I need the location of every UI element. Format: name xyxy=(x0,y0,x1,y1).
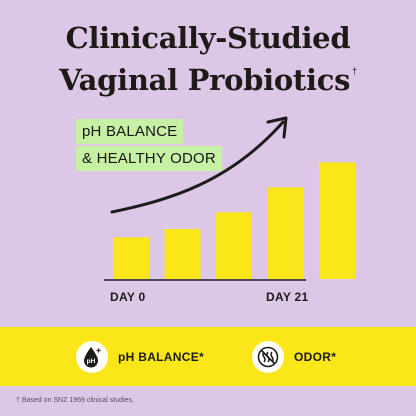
bar-2 xyxy=(164,229,201,279)
headline-line-2: Vaginal Probiotics † xyxy=(0,55,416,97)
svg-text:pH: pH xyxy=(87,358,96,365)
growth-chart xyxy=(104,116,355,281)
benefit-ph-balance: pH pH BALANCE* xyxy=(76,340,204,374)
trend-arrow-line xyxy=(110,120,285,214)
headline-line-2-text: Vaginal Probiotics xyxy=(59,63,351,97)
benefit-label: pH BALANCE* xyxy=(118,350,204,364)
footnote: † Based on SNZ 1969 clinical studies. xyxy=(16,397,134,404)
benefit-odor: ODOR* xyxy=(252,340,336,374)
callout-ph-balance: pH BALANCE xyxy=(76,119,184,144)
dagger-mark: † xyxy=(352,66,357,76)
headline-line-1: Clinically-Studied xyxy=(65,21,351,55)
benefit-label: ODOR* xyxy=(294,350,337,364)
x-tick-label-start: DAY 0 xyxy=(110,290,146,304)
bar-group xyxy=(113,162,355,279)
bar-1 xyxy=(113,237,149,279)
benefits-band xyxy=(0,327,416,386)
odor-crossed-icon xyxy=(252,341,284,373)
callout-healthy-odor: & HEALTHY ODOR xyxy=(76,146,222,171)
trend-arrow-head-icon xyxy=(266,116,288,139)
bar-4 xyxy=(267,187,304,279)
bar-5 xyxy=(319,162,355,279)
bar-3 xyxy=(216,212,252,279)
headline: Clinically-Studied Vaginal Probiotics † xyxy=(0,22,416,97)
x-tick-label-end: DAY 21 xyxy=(266,290,309,304)
ph-drop-icon: pH xyxy=(76,341,108,373)
